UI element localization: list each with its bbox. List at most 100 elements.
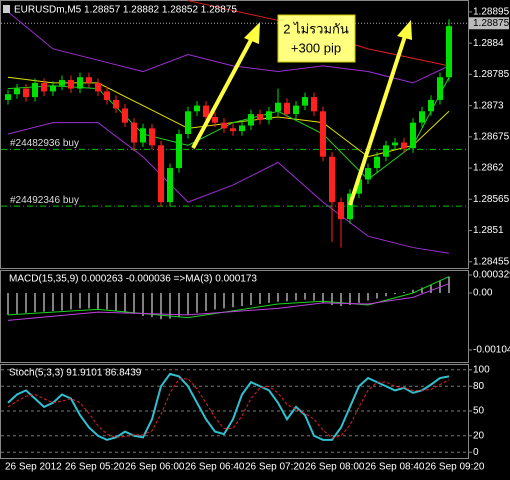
- x-tick-label: 26 Sep 06:00: [125, 462, 185, 473]
- y-tick-label: 1.2862: [473, 163, 504, 174]
- indicator-line: [7, 11, 450, 84]
- annotation-line: 2 ไม่รวมกัน: [283, 21, 349, 36]
- y-tick-label: 1.28455: [473, 256, 510, 267]
- candle-body: [113, 99, 119, 109]
- price-tag-label: 1.28875: [473, 18, 510, 29]
- candle-body: [437, 77, 443, 100]
- candle-body: [356, 179, 362, 194]
- candle-body: [365, 168, 371, 180]
- panel-frame: [0, 270, 469, 363]
- x-tick-label: 26 Sep 05:20: [65, 462, 125, 473]
- candle-body: [302, 97, 308, 106]
- candle-body: [32, 82, 38, 98]
- candle-body: [401, 142, 407, 149]
- candle-body: [257, 114, 263, 120]
- candle-body: [86, 77, 92, 83]
- x-tick-label: 26 Sep 06:40: [185, 462, 245, 473]
- arrow-head: [244, 22, 260, 44]
- candle-body: [311, 97, 317, 112]
- indicator-line: [7, 122, 450, 254]
- stoch-title: Stoch(5,3,3) 91.9101 86.8439: [9, 368, 142, 379]
- candle-body: [338, 202, 344, 220]
- y-tick-label: 1.2873: [473, 100, 504, 111]
- candle-body: [383, 145, 389, 157]
- candle-body: [212, 116, 218, 123]
- x-tick-label: 26 Sep 2012: [5, 462, 62, 473]
- candle-body: [23, 88, 29, 98]
- candle-body: [149, 128, 155, 146]
- y-tick-label: 1.2884: [473, 38, 504, 49]
- arrow-head: [397, 20, 412, 40]
- order-label: #24492346 buy: [10, 195, 79, 206]
- candle-body: [419, 111, 425, 123]
- x-tick-label: 26 Sep 08:40: [365, 462, 425, 473]
- candle-body: [176, 134, 182, 169]
- arrow: [348, 35, 407, 206]
- candle-body: [329, 156, 335, 203]
- y-tick-label: 1.28895: [473, 7, 510, 18]
- chart-title: EURUSDm,M5 1.28857 1.28882 1.28852 1.288…: [14, 5, 237, 16]
- annotation-box: [277, 14, 356, 63]
- candle-body: [158, 145, 164, 203]
- candle-body: [95, 82, 101, 92]
- price-tag: [469, 17, 509, 30]
- y-tick-label: -0.00104: [473, 345, 510, 356]
- y-tick-label: 20: [473, 430, 485, 441]
- candle-body: [284, 102, 290, 115]
- candle-body: [392, 142, 398, 146]
- y-tick-label: 0: [473, 447, 479, 458]
- candle-body: [77, 77, 83, 89]
- order-label: #24482936 buy: [10, 138, 79, 149]
- candle-body: [410, 122, 416, 149]
- y-tick-label: 1.28565: [473, 194, 510, 205]
- candle-body: [320, 111, 326, 157]
- y-tick-label: 80: [473, 381, 485, 392]
- x-tick-label: 26 Sep 07:20: [245, 462, 305, 473]
- y-tick-label: 0.00: [473, 288, 493, 299]
- y-tick-label: 100: [473, 364, 490, 375]
- candle-body: [446, 26, 452, 78]
- candle-body: [230, 128, 236, 132]
- candle-body: [239, 125, 245, 132]
- y-tick-label: 50: [473, 406, 485, 417]
- candle-body: [248, 114, 254, 126]
- y-tick-label: 1.28785: [473, 69, 510, 80]
- x-tick-label: 26 Sep 09:20: [425, 462, 485, 473]
- y-tick-label: 0.000329: [473, 270, 510, 281]
- macd-title: MACD(15,35,9) 0.000263 -0.000036 =>MA(3)…: [9, 274, 257, 285]
- candle-body: [428, 99, 434, 112]
- candle-body: [5, 94, 11, 100]
- x-tick-label: 26 Sep 08:00: [305, 462, 365, 473]
- candle-body: [194, 105, 200, 112]
- annotation-line: +300 pip: [291, 40, 341, 55]
- candle-body: [203, 105, 209, 117]
- candle-body: [266, 111, 272, 120]
- arrow: [191, 37, 254, 149]
- candle-body: [347, 193, 353, 220]
- macd-line: [7, 276, 450, 319]
- y-tick-label: 1.2851: [473, 225, 504, 236]
- candle-body: [14, 88, 20, 95]
- y-tick-label: 1.28675: [473, 131, 510, 142]
- candle-body: [50, 85, 56, 92]
- candle-body: [131, 122, 137, 143]
- stoch-main: [7, 372, 450, 441]
- candle-body: [293, 105, 299, 115]
- candle-body: [59, 80, 65, 86]
- candle-body: [185, 111, 191, 134]
- candle-body: [374, 156, 380, 169]
- candle-body: [68, 80, 74, 89]
- symbol-icon: [3, 5, 10, 13]
- candle-body: [275, 102, 281, 112]
- candle-body: [122, 108, 128, 123]
- candle-body: [41, 82, 47, 92]
- candle-body: [104, 91, 110, 100]
- panel-frame: [0, 0, 469, 269]
- candle-body: [167, 168, 173, 203]
- macd-line: [7, 283, 450, 321]
- candle-body: [140, 128, 146, 143]
